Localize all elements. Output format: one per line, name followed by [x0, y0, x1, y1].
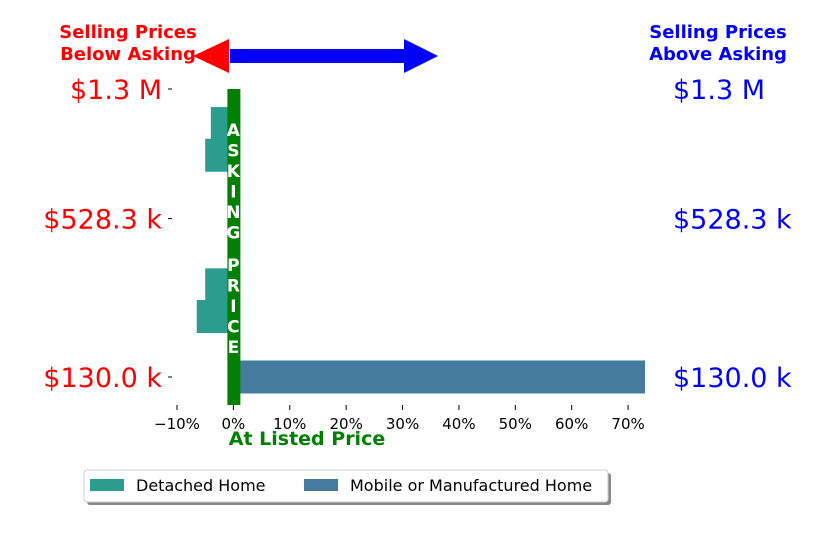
above-asking-arrow: [230, 39, 438, 73]
legend-label-detached-home: Detached Home: [136, 476, 266, 495]
x-tick-label-0: −10%: [154, 415, 200, 433]
asking-letter-2: K: [227, 162, 241, 182]
price-label-left-2: $130.0 k: [43, 363, 162, 394]
price-label-right-0: $1.3 M: [673, 75, 765, 106]
below-asking-label-line1: Selling Prices: [59, 22, 196, 43]
asking-price-bar: [227, 89, 241, 405]
price-label-right-2: $130.0 k: [673, 363, 792, 394]
asking-letter-9: I: [230, 297, 236, 317]
legend: Detached Home Mobile or Manufactured Hom…: [83, 469, 611, 505]
x-tick-label-8: 70%: [611, 415, 644, 433]
price-label-right-1: $528.3 k: [673, 205, 792, 236]
asking-letter-10: C: [227, 318, 239, 338]
x-tick-label-6: 50%: [499, 415, 532, 433]
asking-letter-4: N: [226, 203, 240, 223]
x-axis-label: At Listed Price: [229, 428, 385, 450]
asking-letter-11: E: [228, 338, 240, 358]
bars-group: [196, 107, 645, 394]
below-asking-arrow: [193, 39, 229, 73]
above-asking-label-line1: Selling Prices: [649, 22, 786, 43]
legend-label-mobile-home: Mobile or Manufactured Home: [350, 476, 592, 495]
bar-detached-3: [196, 300, 234, 334]
price-label-left-1: $528.3 k: [43, 205, 162, 236]
asking-letter-0: A: [227, 121, 241, 141]
legend-box: [83, 469, 609, 503]
x-tick-label-3: 20%: [329, 415, 362, 433]
bar-mobile-0: [233, 360, 645, 394]
legend-swatch-mobile-home: [304, 479, 338, 491]
x-tick-label-2: 10%: [273, 415, 306, 433]
above-asking-label-line2: Above Asking: [649, 44, 787, 65]
asking-letter-8: R: [227, 277, 240, 297]
asking-letter-7: P: [227, 256, 239, 276]
x-tick-label-4: 30%: [386, 415, 419, 433]
asking-letter-1: S: [227, 142, 239, 162]
x-tick-label-5: 40%: [442, 415, 475, 433]
asking-letter-5: G: [226, 224, 240, 244]
below-asking-label-line2: Below Asking: [60, 44, 196, 65]
price-labels-left: $1.3 M $528.3 k $130.0 k: [43, 75, 172, 394]
x-axis: −10% 0% 10% 20% 30% 40% 50% 60% 70%: [154, 405, 645, 433]
price-label-left-0: $1.3 M: [70, 75, 162, 106]
x-tick-label-7: 60%: [555, 415, 588, 433]
x-tick-label-1: 0%: [221, 415, 245, 433]
asking-letter-3: I: [230, 183, 236, 203]
legend-swatch-detached-home: [90, 479, 124, 491]
price-labels-right: $1.3 M $528.3 k $130.0 k: [673, 75, 792, 394]
